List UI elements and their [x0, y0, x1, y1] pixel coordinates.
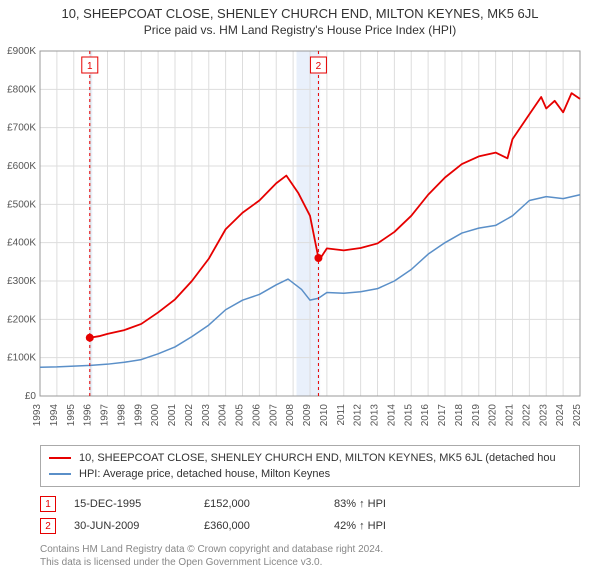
sale-row: 2 30-JUN-2009£360,00042% ↑ HPI [40, 515, 580, 537]
sale-marker: 1 [40, 496, 56, 512]
sale-price: £360,000 [204, 520, 334, 532]
svg-text:£0: £0 [25, 391, 37, 402]
legend-label: HPI: Average price, detached house, Milt… [79, 468, 330, 480]
svg-text:2004: 2004 [218, 404, 229, 427]
svg-text:1997: 1997 [100, 404, 111, 427]
chart-svg: £0 £100K £200K £300K £400K £500K £600K £700K £80… [0, 41, 600, 441]
svg-text:2020: 2020 [488, 404, 499, 427]
svg-text:£800K: £800K [7, 84, 36, 95]
svg-text:1993: 1993 [32, 404, 43, 427]
sale-date: 30-JUN-2009 [74, 520, 204, 532]
svg-text:2011: 2011 [336, 404, 347, 426]
chart-title: 10, SHEEPCOAT CLOSE, SHENLEY CHURCH END,… [0, 6, 600, 21]
svg-text:1999: 1999 [133, 404, 144, 427]
svg-text:£600K: £600K [7, 161, 36, 172]
svg-text:2023: 2023 [538, 404, 549, 427]
svg-text:2007: 2007 [268, 404, 279, 427]
svg-text:2002: 2002 [184, 404, 195, 427]
sale-hpi: 42% ↑ HPI [334, 520, 464, 532]
svg-text:£900K: £900K [7, 46, 36, 57]
svg-text:£500K: £500K [7, 199, 36, 210]
svg-text:2019: 2019 [471, 404, 482, 427]
svg-text:1995: 1995 [66, 404, 77, 427]
svg-text:£200K: £200K [7, 314, 36, 325]
chart-container: 10, SHEEPCOAT CLOSE, SHENLEY CHURCH END,… [0, 6, 600, 569]
chart-subtitle: Price paid vs. HM Land Registry's House … [0, 23, 600, 37]
svg-text:£400K: £400K [7, 238, 36, 249]
svg-text:1994: 1994 [49, 404, 60, 427]
svg-text:£700K: £700K [7, 123, 36, 134]
svg-text:2018: 2018 [454, 404, 465, 427]
svg-text:£300K: £300K [7, 276, 36, 287]
legend: 10, SHEEPCOAT CLOSE, SHENLEY CHURCH END,… [40, 445, 580, 487]
sale-date: 15-DEC-1995 [74, 498, 204, 510]
svg-text:2016: 2016 [420, 404, 431, 427]
svg-text:2010: 2010 [319, 404, 330, 427]
sale-row: 1 15-DEC-1995£152,00083% ↑ HPI [40, 493, 580, 515]
svg-text:1: 1 [87, 61, 93, 72]
legend-swatch [49, 457, 71, 459]
sales-table: 1 15-DEC-1995£152,00083% ↑ HPI 2 30-JUN-200… [40, 493, 580, 537]
svg-text:2017: 2017 [437, 404, 448, 427]
sale-price: £152,000 [204, 498, 334, 510]
svg-text:2005: 2005 [235, 404, 246, 427]
svg-text:2: 2 [316, 61, 322, 72]
svg-text:£100K: £100K [7, 353, 36, 364]
svg-text:2000: 2000 [150, 404, 161, 427]
svg-text:1998: 1998 [116, 404, 127, 427]
svg-text:2021: 2021 [505, 404, 516, 427]
svg-text:2009: 2009 [302, 404, 313, 427]
svg-text:2012: 2012 [353, 404, 364, 427]
svg-text:2003: 2003 [201, 404, 212, 427]
footer-attribution: Contains HM Land Registry data © Crown c… [40, 543, 580, 569]
footer-line1: Contains HM Land Registry data © Crown c… [40, 543, 580, 556]
legend-item: HPI: Average price, detached house, Milt… [49, 466, 571, 482]
svg-text:2014: 2014 [386, 404, 397, 427]
svg-text:2025: 2025 [572, 404, 583, 427]
svg-text:2015: 2015 [403, 404, 414, 427]
legend-item: 10, SHEEPCOAT CLOSE, SHENLEY CHURCH END,… [49, 450, 571, 466]
svg-text:2001: 2001 [167, 404, 178, 427]
svg-text:2022: 2022 [521, 404, 532, 427]
svg-text:2024: 2024 [555, 404, 566, 427]
svg-text:2006: 2006 [251, 404, 262, 427]
footer-line2: This data is licensed under the Open Gov… [40, 556, 580, 569]
legend-swatch [49, 473, 71, 475]
chart-plot-area: £0 £100K £200K £300K £400K £500K £600K £700K £80… [0, 41, 600, 441]
svg-text:2013: 2013 [370, 404, 381, 427]
svg-text:2008: 2008 [285, 404, 296, 427]
legend-label: 10, SHEEPCOAT CLOSE, SHENLEY CHURCH END,… [79, 452, 556, 464]
sale-marker: 2 [40, 518, 56, 534]
sale-hpi: 83% ↑ HPI [334, 498, 464, 510]
svg-text:1996: 1996 [83, 404, 94, 427]
